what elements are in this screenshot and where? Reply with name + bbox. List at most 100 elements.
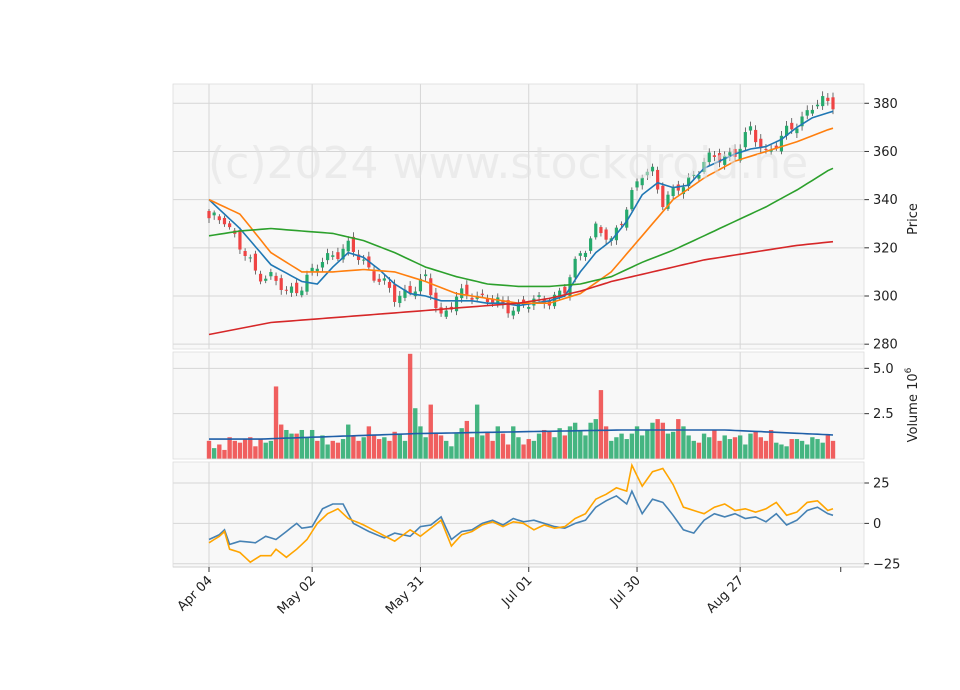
candle-up	[805, 110, 809, 116]
volume-bar	[805, 444, 810, 459]
volume-bar	[763, 440, 769, 459]
candle-up	[697, 175, 701, 179]
volume-bar	[454, 433, 459, 459]
volume-bar	[284, 429, 289, 459]
candle-up	[583, 252, 588, 257]
candle-up	[454, 296, 459, 312]
volume-bar	[299, 429, 305, 459]
candle-down	[465, 284, 469, 295]
volume-bar	[547, 431, 552, 459]
candle-down	[661, 185, 665, 208]
volume-bar	[490, 440, 495, 459]
candle-down	[712, 155, 716, 157]
candle-up	[532, 298, 536, 306]
candle-up	[821, 96, 825, 107]
volume-bar	[268, 440, 274, 459]
volume-bar	[253, 446, 258, 459]
candle-up	[707, 152, 711, 163]
volume-bar	[624, 439, 629, 459]
volume-bar	[732, 437, 738, 459]
candle-up	[289, 286, 294, 293]
candle-up	[650, 166, 655, 172]
volume-bar	[670, 431, 676, 459]
candle-down	[408, 285, 412, 294]
x-tick-label: May 31	[383, 573, 427, 617]
volume-bar	[485, 431, 490, 459]
watermark-text: (c)2024 www.stockdroid.ne	[208, 138, 808, 189]
candle-up	[403, 289, 407, 298]
volume-panel-frame	[172, 351, 865, 460]
candle-down	[387, 281, 392, 288]
candle-down	[279, 278, 283, 290]
volume-bar	[217, 444, 222, 459]
volume-bar	[578, 429, 583, 459]
oscillator-tick-label: 0	[873, 517, 881, 532]
candle-down	[754, 129, 758, 143]
volume-bar	[542, 429, 547, 459]
candle-up	[784, 125, 789, 136]
volume-bar	[774, 442, 779, 459]
volume-bar	[211, 448, 217, 459]
volume-bar	[614, 437, 619, 459]
volume-bar	[768, 429, 774, 459]
volume-bar	[387, 440, 392, 459]
candle-down	[284, 289, 288, 291]
price-tick-label: 300	[873, 290, 898, 305]
volume-bar	[397, 433, 403, 459]
candle-up	[315, 268, 319, 272]
volume-bar	[815, 439, 820, 459]
ma-short-line	[208, 110, 834, 307]
volume-bar	[206, 440, 212, 459]
x-tick-label: Jul 01	[499, 573, 536, 610]
candle-down	[295, 282, 299, 294]
candle-down	[439, 307, 443, 314]
candle-up	[444, 310, 448, 317]
price-panel: 280 300 320 340 360 380	[172, 83, 898, 353]
volume-bar	[320, 435, 325, 459]
volume-bar	[588, 422, 593, 459]
candle-up	[671, 188, 675, 197]
candle-up	[418, 278, 423, 292]
candle-down	[470, 297, 474, 300]
volume-bar	[428, 404, 433, 459]
volume-bar	[263, 442, 268, 459]
volume-bar	[423, 437, 428, 459]
candle-up	[681, 187, 686, 195]
volume-bar	[753, 431, 758, 459]
volume-bar	[603, 426, 609, 459]
volume-bar	[464, 420, 470, 459]
candle-down	[377, 278, 381, 282]
volume-bar	[676, 419, 681, 459]
candle-down	[393, 284, 397, 302]
volume-tick-label: 5.0	[873, 362, 894, 377]
volume-bar	[480, 435, 485, 459]
volume-bar	[227, 437, 232, 459]
candle-down	[336, 252, 340, 260]
candle-up	[687, 177, 691, 187]
volume-bar	[279, 424, 284, 459]
volume-bar	[356, 440, 361, 459]
x-tick-label: Apr 04	[175, 573, 216, 614]
volume-bar	[536, 433, 542, 459]
volume-bar	[701, 433, 707, 459]
volume-bar	[402, 440, 408, 459]
volume-bar	[748, 433, 753, 459]
price-tick-label: 320	[873, 241, 898, 256]
candle-down	[372, 271, 376, 281]
volume-bar	[712, 429, 717, 459]
candle-up	[362, 259, 366, 261]
candle-down	[764, 148, 768, 150]
volume-bar	[500, 433, 506, 459]
volume-bar	[681, 426, 686, 459]
candle-up	[558, 290, 562, 298]
candle-down	[480, 293, 484, 295]
volume-bar	[325, 444, 330, 459]
oscillator-tick-label: −25	[873, 557, 900, 572]
volume-bar	[382, 437, 387, 459]
volume-bar	[449, 446, 454, 459]
volume-axis-label-text: Volume	[906, 394, 921, 442]
volume-bar	[722, 435, 727, 459]
volume-bar	[830, 440, 836, 459]
volume-bar	[593, 419, 598, 459]
